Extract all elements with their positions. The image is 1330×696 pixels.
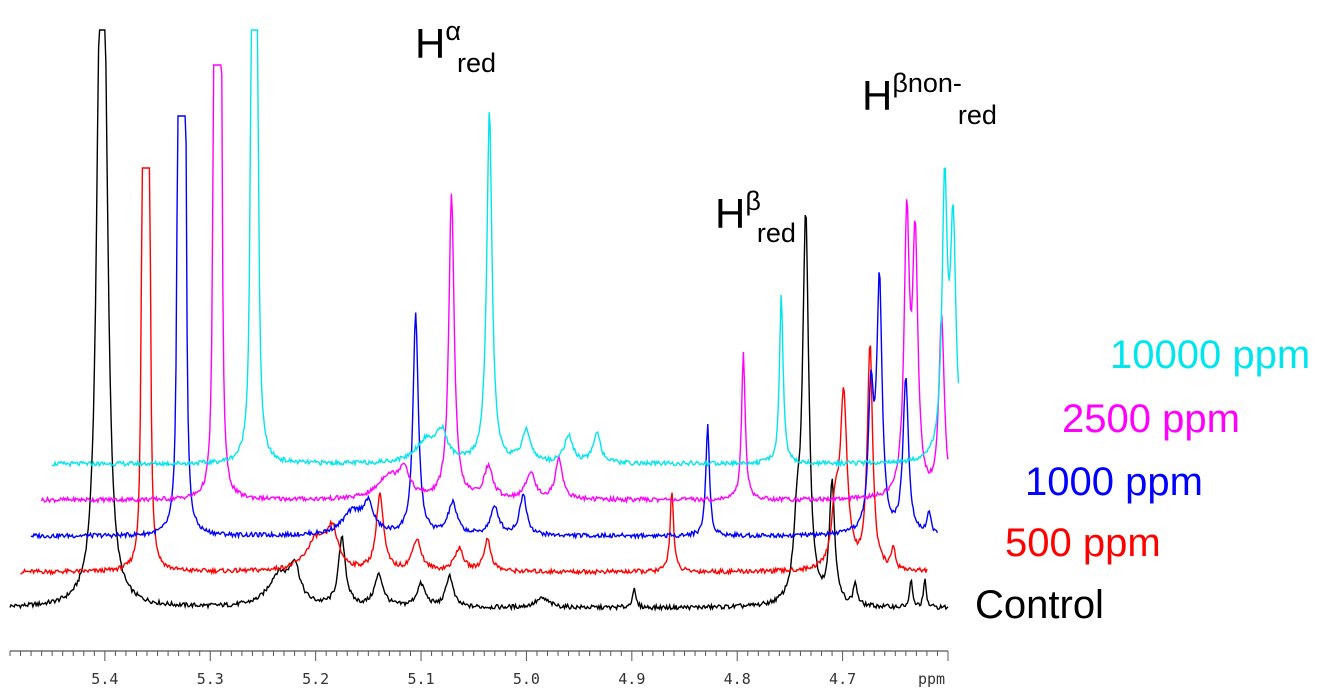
x-axis: 5.4 5.3 5.2 5.1 5.0 4.9 4.8 4.7 ppm — [9, 650, 949, 688]
series-line-2500-ppm — [40, 64, 949, 505]
series-line-10000-ppm — [51, 29, 960, 468]
series-line-1000-ppm — [30, 115, 939, 541]
series-label-500-ppm: 500 ppm — [1005, 521, 1161, 565]
spectra-layer — [9, 29, 960, 612]
peak-annotation-3: Hβnon-red — [862, 68, 997, 130]
series-label-10000-ppm: 10000 ppm — [1110, 333, 1310, 377]
series-label-control: Control — [975, 583, 1104, 627]
series-line-500-ppm — [20, 167, 928, 577]
x-tick-label: 5.3 — [197, 670, 224, 688]
peak-annotation-1: Hα red — [415, 16, 496, 78]
x-tick-label: 5.0 — [513, 670, 540, 688]
x-tick-label: 5.2 — [302, 670, 329, 688]
x-tick-label: 4.7 — [829, 670, 856, 688]
peak-annotation-2: Hβ red — [715, 186, 796, 248]
x-tick-label: 4.8 — [724, 670, 751, 688]
peak-annotations: Hα red Hβ red Hβnon-red — [415, 16, 997, 248]
x-tick-label: 4.9 — [618, 670, 645, 688]
x-tick-label: 5.4 — [91, 670, 118, 688]
series-line-control — [9, 29, 949, 612]
series-label-1000-ppm: 1000 ppm — [1025, 460, 1203, 504]
x-tick-label: 5.1 — [407, 670, 434, 688]
series-label-2500-ppm: 2500 ppm — [1062, 397, 1240, 441]
x-axis-label: ppm — [918, 670, 945, 688]
series-labels: Control 500 ppm 1000 ppm 2500 ppm 10000 ppm — [975, 333, 1310, 627]
